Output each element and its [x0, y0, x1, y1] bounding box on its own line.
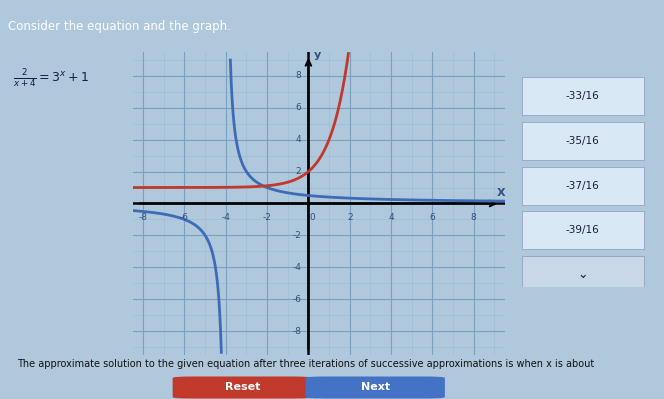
Text: -2: -2 [292, 231, 301, 240]
Text: X: X [497, 188, 505, 198]
Text: -6: -6 [292, 295, 301, 304]
FancyBboxPatch shape [522, 167, 643, 205]
Text: -2: -2 [263, 213, 272, 222]
Text: -4: -4 [292, 263, 301, 272]
FancyBboxPatch shape [305, 377, 445, 399]
Text: The approximate solution to the given equation after three iterations of success: The approximate solution to the given eq… [17, 359, 594, 369]
FancyBboxPatch shape [522, 256, 643, 294]
Text: 0: 0 [309, 213, 315, 222]
Text: -35/16: -35/16 [566, 136, 600, 146]
Text: 8: 8 [471, 213, 477, 222]
Text: 2: 2 [347, 213, 353, 222]
Text: -4: -4 [221, 213, 230, 222]
Text: Consider the equation and the graph.: Consider the equation and the graph. [8, 20, 231, 33]
Text: 6: 6 [430, 213, 435, 222]
Text: $\frac{2}{x+4} = 3^x + 1$: $\frac{2}{x+4} = 3^x + 1$ [13, 67, 90, 89]
Text: 2: 2 [295, 167, 301, 176]
Text: -33/16: -33/16 [566, 91, 600, 101]
FancyBboxPatch shape [522, 122, 643, 160]
FancyBboxPatch shape [173, 377, 312, 399]
Text: ⌄: ⌄ [578, 269, 588, 281]
Text: 4: 4 [295, 135, 301, 144]
Text: Reset: Reset [224, 382, 260, 392]
Text: 8: 8 [295, 71, 301, 80]
FancyBboxPatch shape [522, 77, 643, 115]
Text: 4: 4 [388, 213, 394, 222]
Text: -6: -6 [180, 213, 189, 222]
Text: -8: -8 [139, 213, 147, 222]
FancyBboxPatch shape [522, 211, 643, 249]
Text: -37/16: -37/16 [566, 181, 600, 191]
Text: y: y [313, 50, 321, 60]
Text: Next: Next [361, 382, 390, 392]
Text: 6: 6 [295, 103, 301, 112]
Text: -39/16: -39/16 [566, 225, 600, 235]
Text: -8: -8 [292, 327, 301, 336]
